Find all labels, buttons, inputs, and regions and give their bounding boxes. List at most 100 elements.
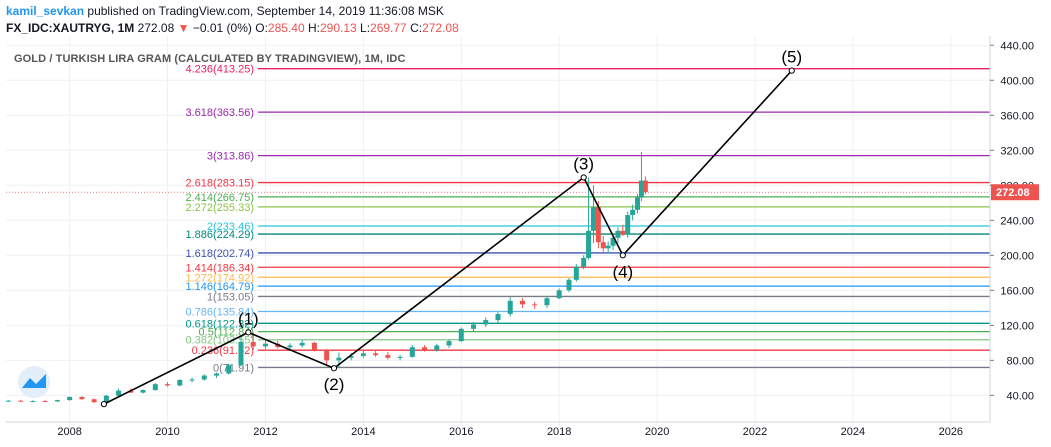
- candles: [5, 152, 648, 405]
- y-tick-label: 160.00: [1000, 285, 1034, 297]
- high-label: H:: [307, 21, 320, 35]
- x-tick-label: 2014: [351, 426, 375, 438]
- candle-body: [42, 401, 48, 403]
- fib-level-label: 2.618(283.15): [186, 178, 255, 190]
- fib-level-label: 0.236(91.62): [192, 345, 254, 357]
- candle-body: [586, 230, 592, 258]
- candle-body: [189, 379, 195, 381]
- candle-body: [336, 357, 342, 361]
- candle-body: [54, 400, 60, 402]
- high-value: 290.13: [319, 21, 357, 35]
- last-price: 272.08: [137, 21, 175, 35]
- candle-body: [605, 245, 611, 249]
- wave-path: [103, 70, 793, 405]
- candle-body: [30, 401, 36, 403]
- y-tick-label: 320.00: [1000, 145, 1034, 157]
- published-text: published on TradingView.com, September …: [84, 4, 444, 18]
- candle-body: [625, 215, 631, 235]
- candle-body: [507, 300, 513, 314]
- last-price-tag-label: 272.08: [996, 187, 1030, 199]
- symbol-label: FX_IDC:XAUTRYG, 1M: [6, 21, 135, 35]
- candle-body: [348, 355, 354, 358]
- candle-body: [434, 345, 440, 350]
- wave-label: (5): [781, 48, 802, 67]
- logo-mountain: [22, 374, 46, 388]
- candle-body: [385, 355, 391, 358]
- y-tick-label: 80.00: [1006, 355, 1034, 367]
- chart-title: GOLD / TURKISH LIRA GRAM (CALCULATED BY …: [14, 53, 406, 65]
- fib-level-label: 0.786(135.84): [186, 306, 255, 318]
- candle-body: [595, 207, 601, 243]
- fib-level-label: 1.146(164.79): [186, 281, 255, 293]
- candle-body: [373, 353, 379, 356]
- candle-body: [581, 257, 587, 267]
- candle-body: [600, 242, 606, 249]
- candle-body: [165, 384, 171, 386]
- fib-level-label: 2(233.46): [207, 221, 254, 233]
- x-tick-label: 2010: [155, 426, 179, 438]
- fib-level-label: 1.618(202.74): [186, 248, 255, 260]
- candle-body: [446, 341, 452, 346]
- last-price-tag: [991, 184, 1039, 201]
- candle-body: [79, 396, 85, 400]
- candle-body: [152, 384, 158, 391]
- tradingview-logo-icon[interactable]: [18, 366, 50, 398]
- close-value: 272.08: [422, 21, 459, 35]
- candle-body: [544, 298, 550, 306]
- y-tick-label: 200.00: [1000, 250, 1034, 262]
- fib-level-label: 0(71.91): [213, 362, 254, 374]
- y-tick-label: 240.00: [1000, 215, 1034, 227]
- candle-body: [620, 230, 626, 235]
- candle-body: [397, 356, 403, 358]
- candle-body: [630, 209, 636, 216]
- candle-body: [238, 341, 244, 366]
- candle-body: [226, 365, 232, 374]
- candle-body: [214, 373, 220, 376]
- candle-body: [495, 313, 501, 321]
- wave-label: (2): [324, 375, 345, 394]
- x-tick-label: 2018: [547, 426, 571, 438]
- candle-body: [642, 180, 648, 193]
- candle-body: [311, 342, 317, 350]
- x-tick-label: 2026: [939, 426, 963, 438]
- y-axis: 40.0080.00120.00160.00200.00240.00280.00…: [989, 36, 1050, 422]
- fib-level-label: 2.414(266.75): [186, 192, 255, 204]
- candle-body: [458, 328, 464, 342]
- author-link[interactable]: kamil_sevkan: [6, 4, 85, 18]
- down-arrow-icon: ▼: [177, 21, 190, 35]
- candle-body: [610, 237, 616, 246]
- price-chart[interactable]: 0(71.91)0.236(91.62)0.382(103.55)0.5(112…: [0, 36, 1051, 447]
- open-label: O:: [255, 21, 268, 35]
- fib-level-label: 1.414(186.34): [186, 262, 255, 274]
- candle-body: [532, 304, 538, 306]
- candle-body: [201, 375, 207, 380]
- x-tick-label: 2016: [449, 426, 473, 438]
- candle-body: [590, 207, 596, 231]
- publication-header: kamil_sevkan published on TradingView.co…: [6, 3, 459, 37]
- candle-body: [566, 279, 572, 291]
- candle-body: [103, 395, 109, 403]
- fib-level-label: 1.272(174.92): [186, 272, 255, 284]
- y-tick-label: 440.00: [1000, 40, 1034, 52]
- wave-label: (3): [573, 154, 594, 173]
- low-label: L:: [360, 21, 371, 35]
- candle-body: [299, 342, 305, 346]
- wave-point: [788, 67, 795, 74]
- x-tick-label: 2022: [743, 426, 767, 438]
- candle-body: [324, 349, 330, 361]
- candle-body: [638, 180, 644, 198]
- candle-body: [360, 353, 366, 356]
- y-tick-label: 360.00: [1000, 110, 1034, 122]
- x-axis: 2008 2010 2012 2014 2016 2018 2020 2022 2024 2026: [6, 421, 990, 438]
- candle-body: [262, 343, 268, 347]
- candle-body: [519, 300, 525, 305]
- candle-body: [422, 347, 428, 350]
- y-tick-label: 40.00: [1006, 390, 1034, 402]
- wave-point: [245, 329, 252, 336]
- wave-point: [619, 252, 626, 259]
- candle-body: [556, 290, 562, 299]
- candle-body: [615, 230, 621, 238]
- candle-body: [287, 345, 293, 348]
- candle-body: [67, 396, 73, 401]
- candle-body: [635, 197, 641, 210]
